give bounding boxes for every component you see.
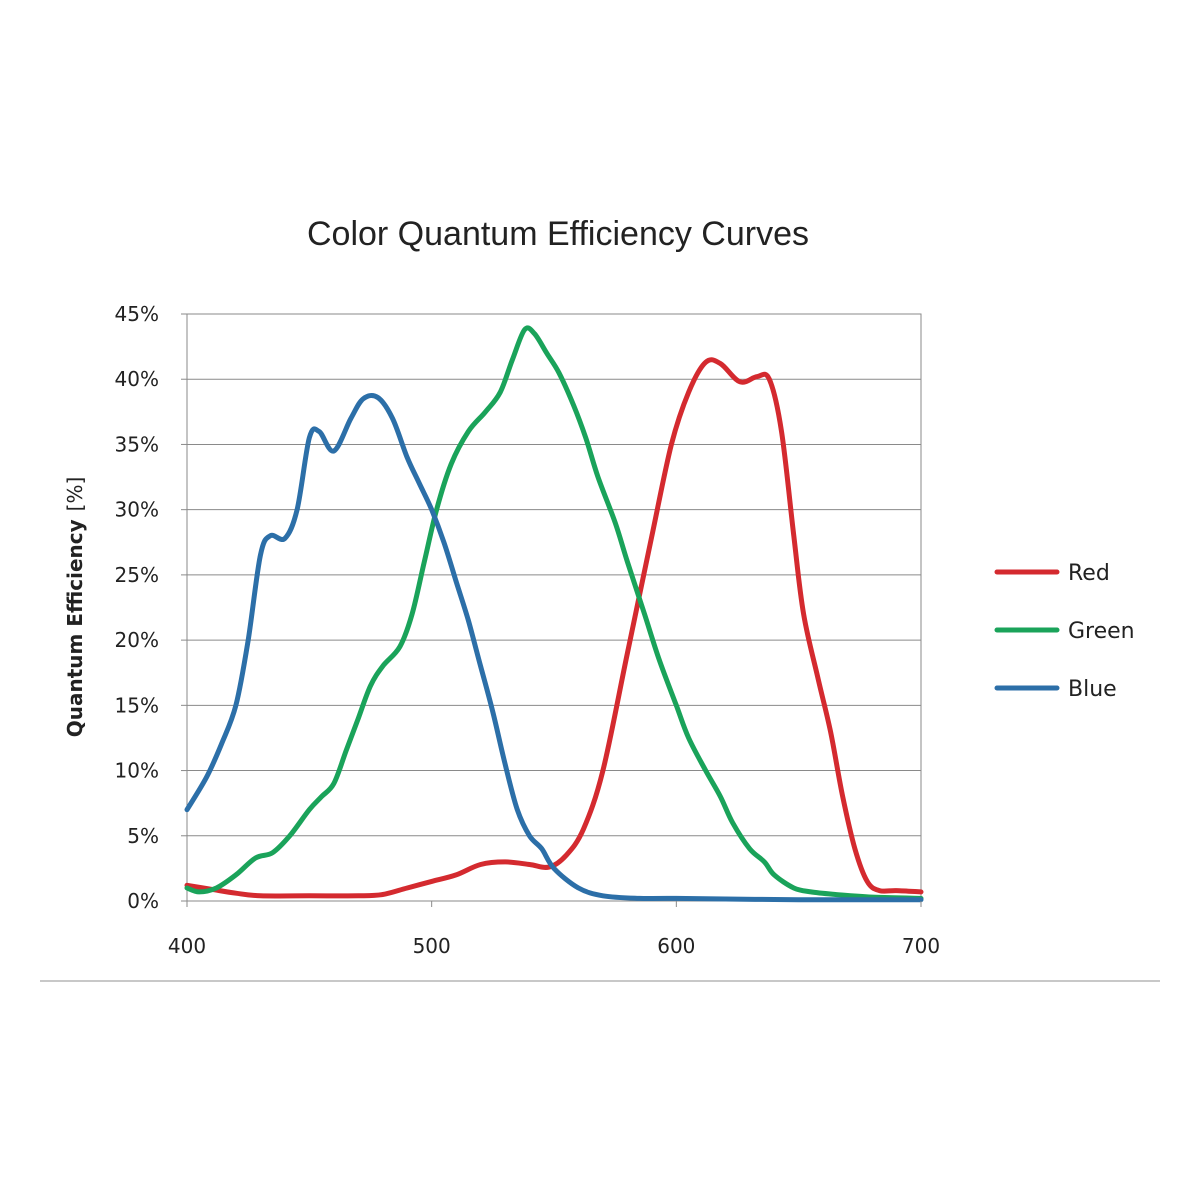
y-tick-label: 15% [115,693,159,717]
y-tick-label: 45% [115,302,159,326]
x-tick-label: 400 [168,934,206,958]
legend-label-green: Green [1068,619,1135,644]
chart-title: Color Quantum Efficiency Curves [307,215,809,253]
series-line-blue [184,393,924,903]
y-tick-label: 35% [115,432,159,456]
y-tick-label: 10% [115,759,159,783]
plot-frame [186,313,922,902]
chart-legend: Red Green Blue [994,561,1135,702]
y-tick-label: 30% [115,498,159,522]
x-tick-label: 500 [413,934,451,958]
legend-label-blue: Blue [1068,677,1117,702]
y-tick-label: 40% [115,367,159,391]
series-line-green [184,325,924,901]
y-tick-label: 20% [115,628,159,652]
x-axis-ticks: 400 500 600 700 [168,901,940,958]
y-axis-title: Quantum Efficiency [%] [63,477,87,738]
y-axis-ticks: 0% 5% 10% 15% 20% 25% 30% 35% 40% 45% [115,302,187,913]
chart-grid [187,313,921,902]
x-tick-label: 600 [657,934,695,958]
legend-label-red: Red [1068,561,1110,586]
y-tick-label: 0% [127,889,159,913]
y-tick-label: 5% [127,824,159,848]
chart-series [184,325,924,903]
y-axis-unit: [%] [63,477,87,512]
y-tick-label: 25% [115,563,159,587]
y-axis-label: Quantum Efficiency [63,519,87,737]
series-line-red [184,357,924,899]
x-tick-label: 700 [902,934,940,958]
